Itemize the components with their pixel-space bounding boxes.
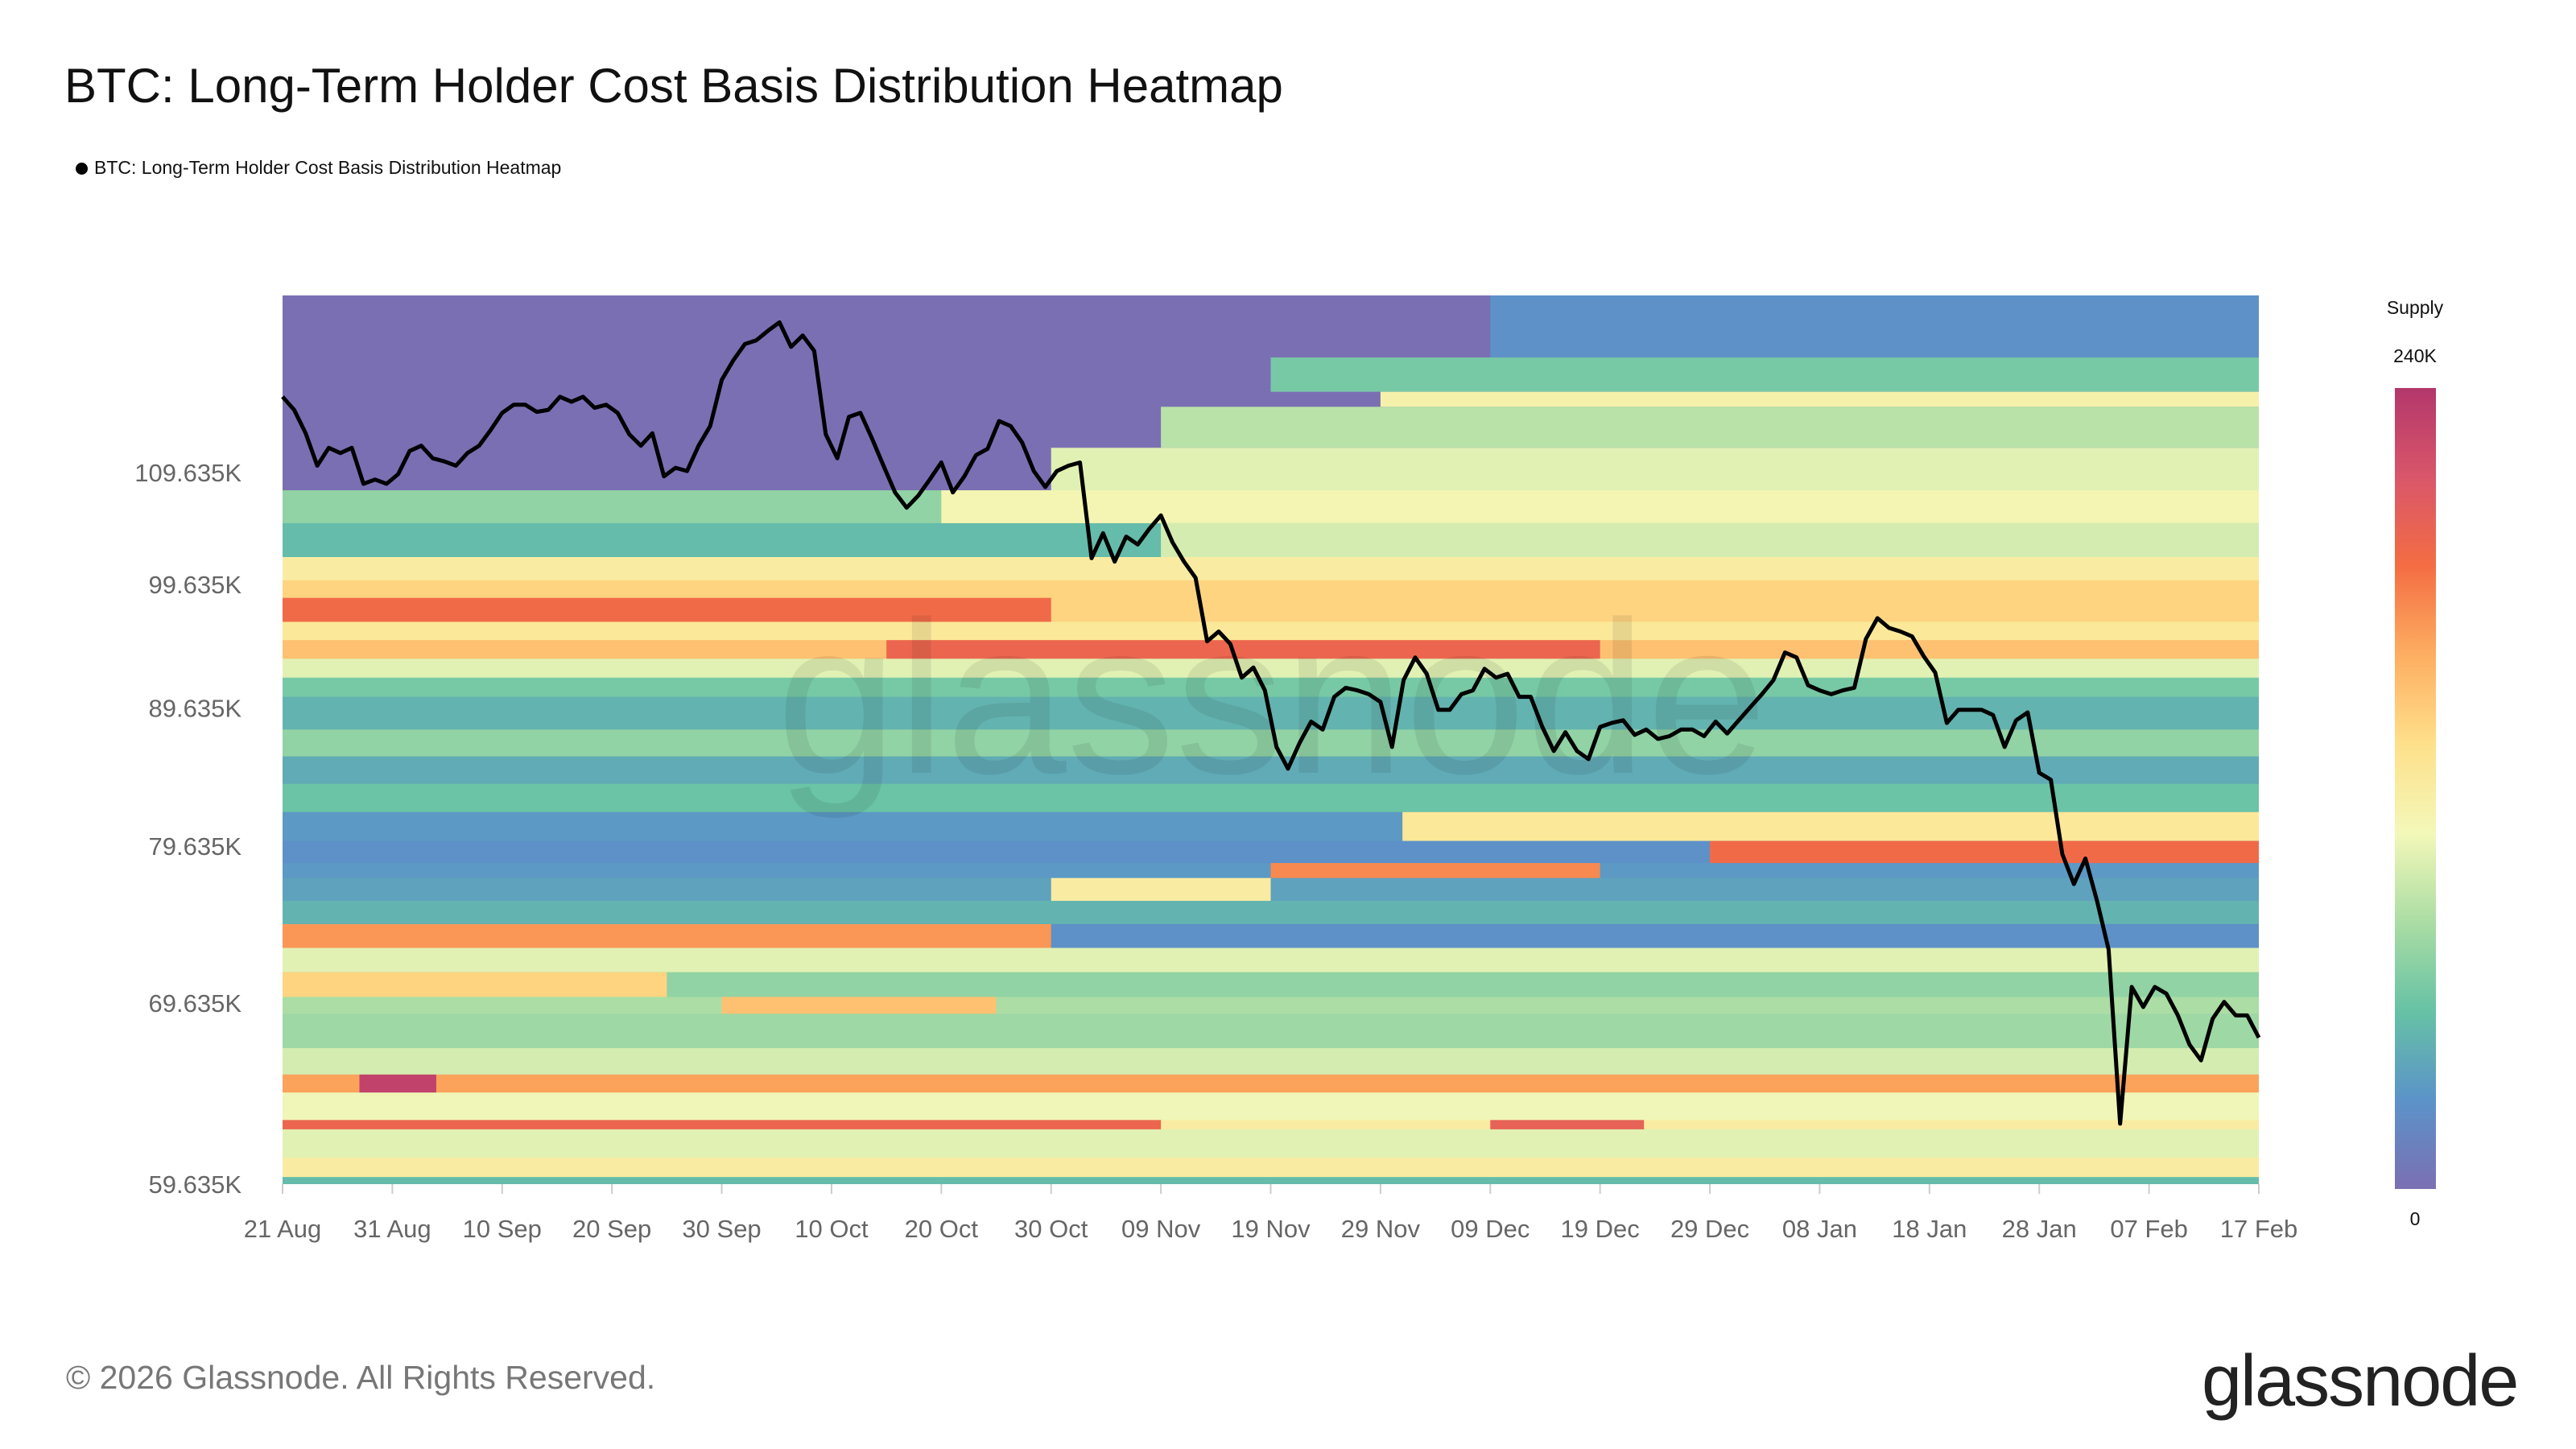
colorbar-min-label: 0 (2410, 1208, 2421, 1229)
x-tick-label: 10 Oct (795, 1215, 869, 1243)
heatmap-segment (1270, 863, 1600, 879)
y-tick-label: 99.635K (149, 571, 242, 599)
heatmap-segment (283, 1120, 1162, 1130)
heatmap-segment (886, 640, 1600, 659)
price-line (281, 320, 2261, 1126)
x-tick-label: 28 Jan (2002, 1215, 2077, 1243)
heatmap-segment (283, 923, 1051, 949)
heatmap-segment (1161, 522, 2259, 558)
heatmap-band (283, 729, 2259, 758)
heatmap-band (283, 783, 2259, 813)
heatmap-segment (941, 490, 2259, 524)
heatmap-segment (1161, 407, 2259, 448)
x-tick-label: 10 Sep (463, 1215, 542, 1243)
x-tick-label: 30 Oct (1014, 1215, 1088, 1243)
y-tick-label: 69.635K (149, 989, 242, 1018)
heatmap-band (283, 756, 2259, 785)
y-tick-label: 89.635K (149, 695, 242, 723)
x-tick-label: 19 Dec (1561, 1215, 1640, 1243)
heatmap-band (283, 557, 2259, 581)
heatmap-segment (1051, 448, 2259, 491)
heatmap-band (283, 997, 2259, 1014)
x-tick-label: 21 Aug (244, 1215, 322, 1243)
heatmap-band (283, 621, 2259, 641)
watermark: glassnode (777, 577, 1768, 820)
btc-price-line (281, 320, 2261, 1126)
x-tick-label: 20 Sep (572, 1215, 651, 1243)
heatmap-band (283, 580, 2259, 599)
heatmap-segment (1490, 1120, 1645, 1130)
x-tick-label: 20 Oct (905, 1215, 979, 1243)
heatmap-band (283, 901, 2259, 925)
heatmap-band (283, 1092, 2259, 1121)
x-tick-label: 29 Nov (1341, 1215, 1421, 1243)
heatmap-band (283, 1129, 2259, 1158)
heatmap-band (283, 1047, 2259, 1075)
heatmap-segment (359, 1074, 436, 1093)
heatmap-band (283, 1177, 2259, 1184)
y-tick-label: 109.635K (134, 459, 242, 487)
x-tick-label: 29 Dec (1670, 1215, 1749, 1243)
x-tick-label: 18 Jan (1892, 1215, 1967, 1243)
heatmap-segment (1402, 811, 2259, 842)
x-tick-label: 17 Feb (2220, 1215, 2298, 1243)
glassnode-logo: glassnode (2202, 1341, 2519, 1422)
y-tick-label: 79.635K (149, 832, 242, 861)
colorbar: Supply 240K 0 (2387, 297, 2444, 1229)
colorbar-title: Supply (2387, 297, 2444, 318)
heatmap-band (283, 947, 2259, 973)
y-axis: 59.635K 69.635K 79.635K 89.635K 99.635K 109.6… (134, 459, 242, 1199)
heatmap-band (283, 1074, 2259, 1093)
x-tick-label: 30 Sep (682, 1215, 761, 1243)
heatmap-segment (1051, 877, 1271, 902)
x-tick-label: 09 Dec (1451, 1215, 1530, 1243)
x-tick-label: 31 Aug (353, 1215, 431, 1243)
x-tick-label: 08 Jan (1782, 1215, 1857, 1243)
heatmap-segment (283, 597, 1051, 623)
heatmap-segment (1490, 295, 2259, 358)
heatmap-segment (1270, 357, 2259, 393)
legend-label: BTC: Long-Term Holder Cost Basis Distrib… (94, 157, 562, 178)
heatmap-band (283, 1013, 2259, 1049)
heatmap-segment (721, 997, 997, 1014)
colorbar-gradient (2395, 388, 2436, 1189)
chart-title: BTC: Long-Term Holder Cost Basis Distrib… (64, 59, 1283, 113)
heatmap-cells (283, 295, 2259, 1184)
heatmap-segment (1710, 840, 2259, 864)
heatmap-band (283, 677, 2259, 698)
x-axis: 21 Aug 31 Aug 10 Sep 20 Sep 30 Sep 10 Oct 20 O… (244, 1184, 2298, 1243)
colorbar-max-label: 240K (2393, 345, 2437, 366)
copyright-footer: © 2026 Glassnode. All Rights Reserved. (66, 1359, 656, 1396)
heatmap-segment (283, 972, 667, 998)
legend-dot-icon (76, 163, 88, 175)
x-tick-label: 09 Nov (1121, 1215, 1201, 1243)
x-tick-label: 07 Feb (2110, 1215, 2188, 1243)
x-tick-label: 19 Nov (1231, 1215, 1311, 1243)
heatmap-segment (1380, 391, 2259, 407)
y-tick-label: 59.635K (149, 1170, 242, 1199)
legend[interactable]: BTC: Long-Term Holder Cost Basis Distrib… (76, 157, 561, 179)
heatmap-band (283, 1158, 2259, 1178)
